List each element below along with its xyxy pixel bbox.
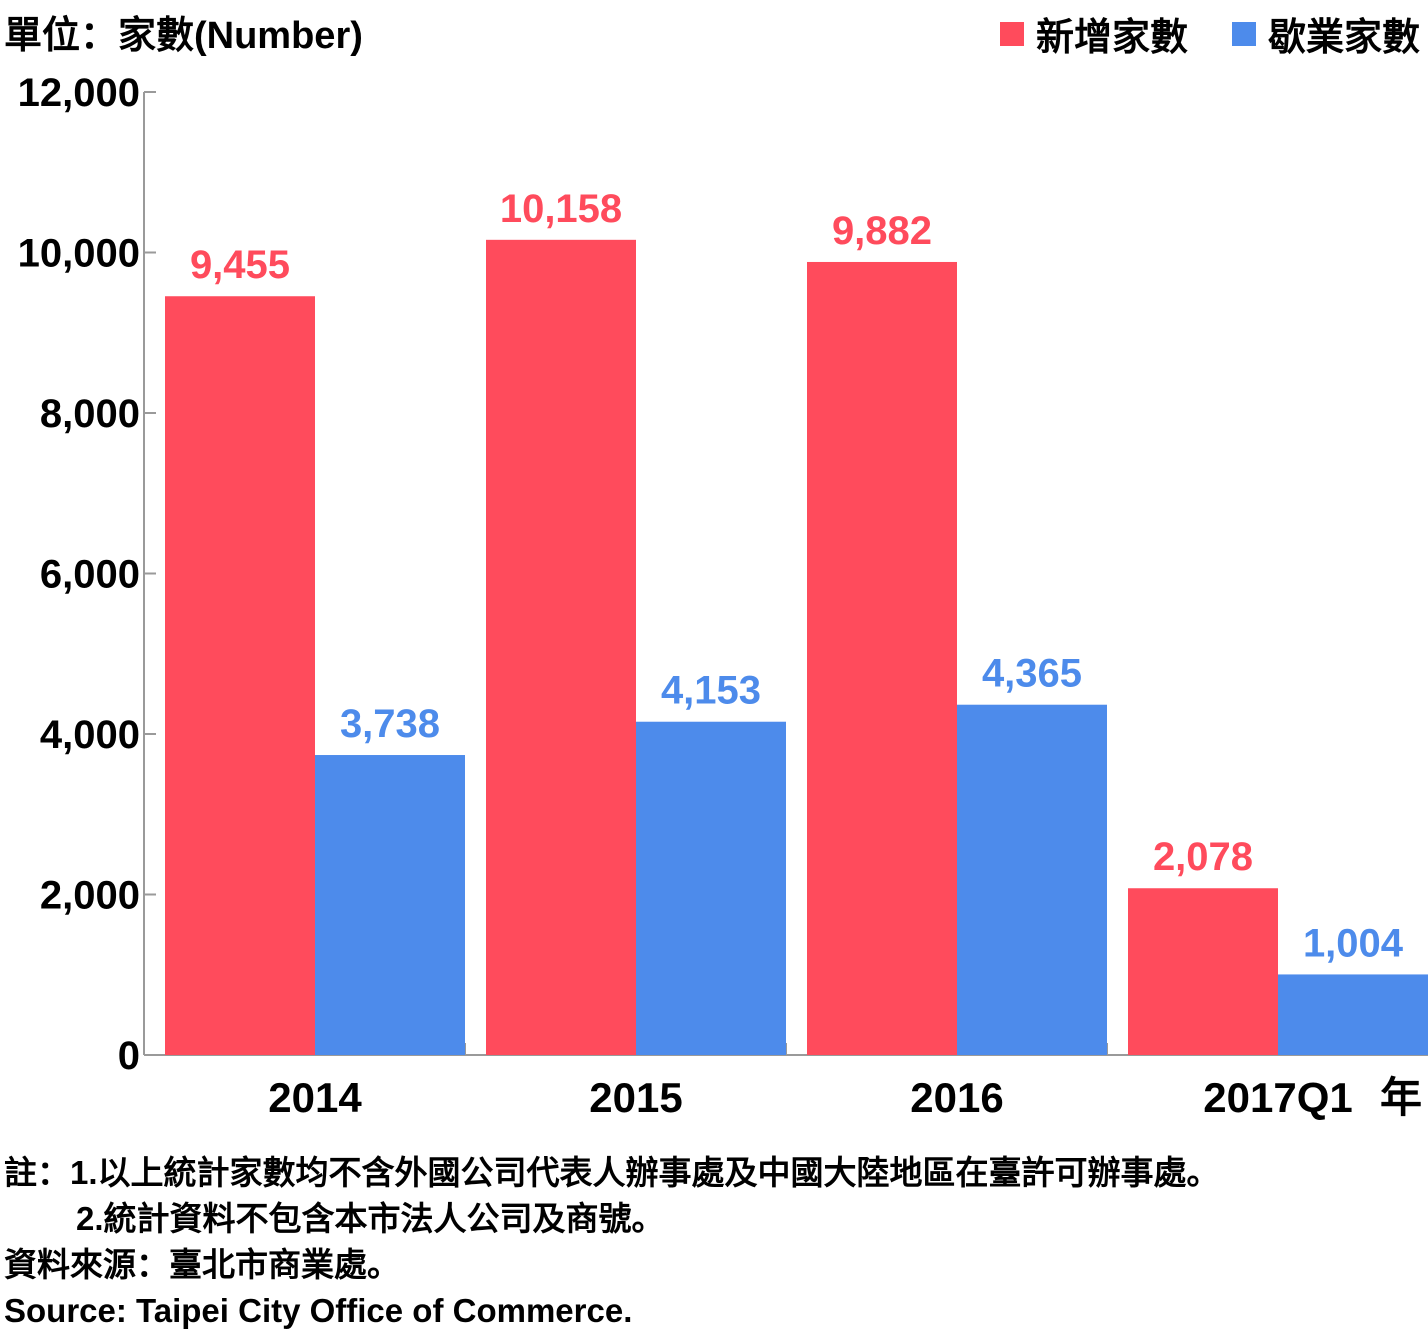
y-tick-label: 0 (118, 1034, 140, 1078)
bar-chart: 0 2,000 4,000 6,000 8,000 10,000 12,000 9,455 3,… (18, 71, 1428, 1121)
note-1: 註：1.以上統計家數均不含外國公司代表人辦事處及中國大陸地區在臺許可辦事處。 (4, 1154, 1220, 1191)
bar (486, 239, 636, 1055)
bar (1128, 888, 1278, 1055)
legend-item-closed: 歇業家數 (1231, 6, 1420, 61)
y-tick-label: 12,000 (18, 71, 140, 115)
legend: 新增家數 歇業家數 (956, 6, 1420, 61)
data-label: 9,882 (832, 209, 932, 253)
y-tick-label: 6,000 (40, 553, 140, 597)
bar (315, 755, 465, 1055)
data-label: 2,078 (1153, 835, 1253, 879)
notes: 註：1.以上統計家數均不含外國公司代表人辦事處及中國大陸地區在臺許可辦事處。 2… (4, 1150, 1220, 1334)
x-tick-label: 2014 (268, 1074, 362, 1121)
source-en: Source: Taipei City Office of Commerce. (4, 1292, 633, 1329)
y-tick-label: 4,000 (40, 713, 140, 757)
legend-label-new: 新增家數 (1035, 17, 1188, 59)
data-label: 4,153 (661, 669, 761, 713)
bar (957, 704, 1107, 1055)
bar (165, 296, 315, 1056)
bar (1278, 974, 1428, 1055)
data-label: 3,738 (340, 702, 440, 746)
y-tick-label: 8,000 (40, 392, 140, 436)
x-tick-label: 2015 (589, 1074, 682, 1121)
y-tick-label: 2,000 (40, 874, 140, 918)
x-tick-label: 2017Q1 (1203, 1074, 1352, 1121)
bar (636, 721, 786, 1055)
data-label: 10,158 (500, 187, 622, 231)
source-zh: 資料來源：臺北市商業處。 (4, 1246, 400, 1283)
legend-item-new: 新增家數 (999, 6, 1188, 61)
unit-label: 單位：家數(Number) (4, 15, 363, 57)
note-2: 2.統計資料不包含本市法人公司及商號。 (76, 1200, 665, 1237)
bar (807, 261, 957, 1056)
legend-label-closed: 歇業家數 (1267, 17, 1420, 59)
data-label: 1,004 (1303, 921, 1404, 965)
x-tick-label: 2016 (910, 1074, 1003, 1121)
legend-swatch-closed (1231, 21, 1256, 46)
legend-swatch-new (999, 21, 1024, 46)
data-label: 9,455 (190, 243, 290, 287)
y-tick-label: 10,000 (18, 232, 140, 276)
x-axis-label: 年 (1380, 1074, 1422, 1121)
data-label: 4,365 (982, 652, 1082, 696)
